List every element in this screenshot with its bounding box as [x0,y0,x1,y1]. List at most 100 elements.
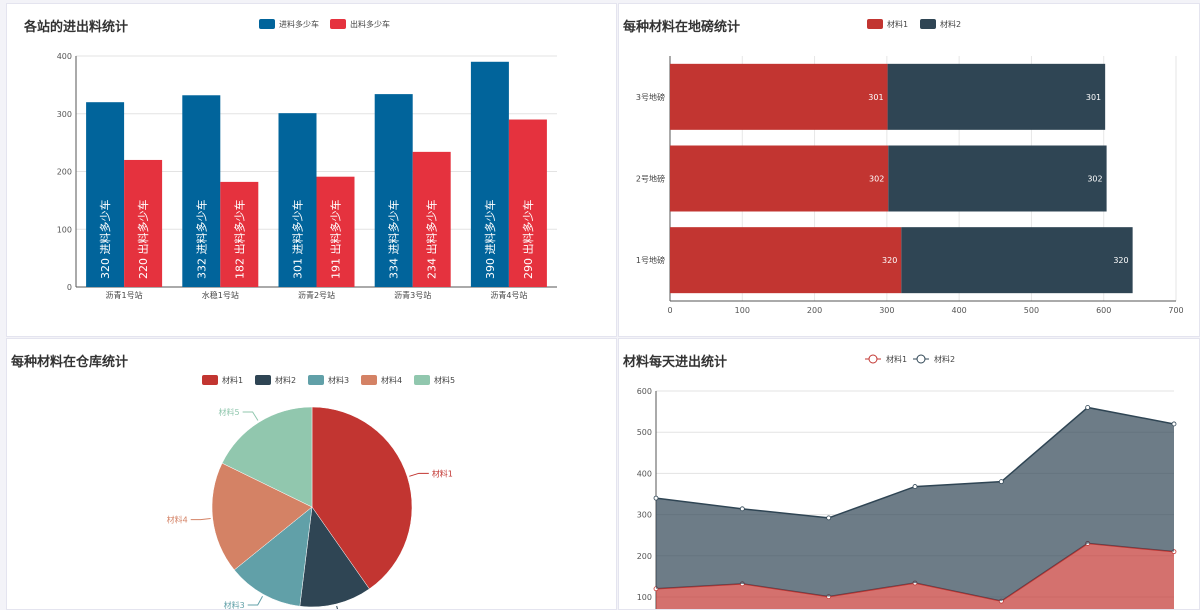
y-tick-label: 300 [57,110,72,119]
pie-slice[interactable] [221,406,313,508]
legend-item[interactable]: 进料多少车 [259,19,319,29]
x-tick-label: 0 [667,306,672,315]
legend-label: 进料多少车 [279,19,319,29]
y-tick-label: 1号地磅 [636,255,665,265]
data-point [653,495,659,501]
bar [124,159,163,287]
legend-label: 材料3 [328,375,349,385]
bar-segment [670,227,902,294]
legend-label: 材料2 [934,354,955,364]
pie-slice[interactable] [311,406,413,590]
x-tick-label: 700 [1168,306,1183,315]
x-tick-label: 沥青1号站 [106,290,143,300]
legend-label: 材料2 [275,375,296,385]
data-point [1085,405,1091,410]
pie-slice[interactable] [211,462,313,571]
pie-label-line [190,518,211,521]
bar [182,95,221,288]
y-tick-label: 400 [637,469,652,478]
legend-item[interactable]: 材料4 [361,375,402,385]
y-tick-label: 200 [637,552,652,561]
legend-item[interactable]: 材料2 [920,19,961,29]
data-point [912,484,918,489]
bar [412,151,451,287]
pie-label: 材料4 [167,515,188,525]
bar-segment [888,145,1107,212]
pie-label-line [409,472,429,477]
legend-swatch [255,375,271,385]
x-tick-label: 300 [879,306,894,315]
y-tick-label: 300 [637,511,652,520]
y-tick-label: 100 [57,225,72,234]
panel-station-bar: 各站的进出料统计 进料多少车 出料多少车 0 100 200 300 400 沥青1号站 320 … [6,3,617,337]
chart-title: 每种材料在地磅统计 [623,19,740,35]
data-point [739,506,745,512]
y-tick-label: 100 [637,593,652,602]
legend-item[interactable]: 材料2 [255,375,296,385]
legend-label: 材料1 [886,354,907,364]
legend-swatch [330,19,346,29]
chart-title: 各站的进出料统计 [23,19,128,35]
y-tick-label: 0 [67,283,72,292]
legend-label: 材料5 [434,375,455,385]
y-tick-label: 400 [57,52,72,61]
bar [470,61,509,288]
bar [278,113,317,287]
bar-data-label: 234 出料多少车 [425,200,439,280]
y-tick-label: 600 [637,387,652,396]
legend-label: 材料4 [381,375,402,385]
area-fill [656,407,1174,602]
bar-data-label: 301 [868,93,883,102]
pie-label-line [242,411,259,421]
bar-data-label: 320 进料多少车 [98,200,112,280]
data-point [826,515,832,521]
warehouse-pie-chart: 每种材料在仓库统计材料1材料2材料3材料4材料5材料1材料2材料3材料4材料5 [11,354,455,609]
legend-swatch [259,19,275,29]
bar-data-label: 302 [1087,175,1102,184]
legend-label: 材料2 [940,19,961,29]
bar-data-label: 220 出料多少车 [136,200,150,280]
x-tick-label: 沥青2号站 [298,290,335,300]
bar-data-label: 191 出料多少车 [329,200,343,280]
bar-data-label: 302 [869,175,884,184]
bar [220,181,259,287]
x-tick-label: 200 [807,306,822,315]
legend-marker[interactable] [916,354,926,364]
scale-bar-chart: 每种材料在地磅统计 材料1 材料2 0 100 200 300 400 500 600 700 1号地… [623,19,1184,315]
x-tick-label: 600 [1096,306,1111,315]
y-tick-label: 200 [57,168,72,177]
legend-swatch [920,19,936,29]
legend-item[interactable]: 出料多少车 [330,19,390,29]
pie-label-line [336,605,338,609]
panel-warehouse-pie: 每种材料在仓库统计材料1材料2材料3材料4材料5材料1材料2材料3材料4材料5 [6,338,617,610]
bar [508,119,547,288]
x-tick-label: 400 [952,306,967,315]
legend-item[interactable]: 材料3 [308,375,349,385]
legend-label: 材料1 [222,375,243,385]
legend-item[interactable]: 材料5 [414,375,455,385]
legend-item[interactable]: 材料1 [202,375,243,385]
bar-segment [887,63,1106,130]
x-tick-label: 沥青4号站 [490,290,527,300]
data-point [998,479,1004,485]
panel-scale-bar: 每种材料在地磅统计 材料1 材料2 0 100 200 300 400 500 600 700 1号地… [618,3,1200,337]
bar-data-label: 301 进料多少车 [291,200,305,280]
legend-item[interactable]: 材料1 [867,19,908,29]
x-tick-label: 水稳1号站 [202,290,239,300]
legend-marker[interactable] [868,354,878,364]
pie-label: 材料3 [224,600,245,609]
x-tick-label: 沥青3号站 [394,290,431,300]
chart-title: 材料每天进出统计 [623,354,727,370]
panel-daily-area: 材料每天进出统计 材料1 材料2 100 200 300 400 500 600 [618,338,1200,610]
y-tick-label: 2号地磅 [636,174,665,184]
bar-segment [670,145,889,212]
daily-area-chart: 材料每天进出统计 材料1 材料2 100 200 300 400 500 600 [623,354,1177,609]
x-tick-label: 100 [735,306,750,315]
bar-data-label: 334 进料多少车 [387,200,401,280]
bar-data-label: 320 [882,256,897,265]
bar-data-label: 182 出料多少车 [232,200,246,279]
x-tick-label: 500 [1024,306,1039,315]
legend-label: 出料多少车 [350,19,390,29]
bar-segment [901,227,1133,294]
legend-swatch [414,375,430,385]
